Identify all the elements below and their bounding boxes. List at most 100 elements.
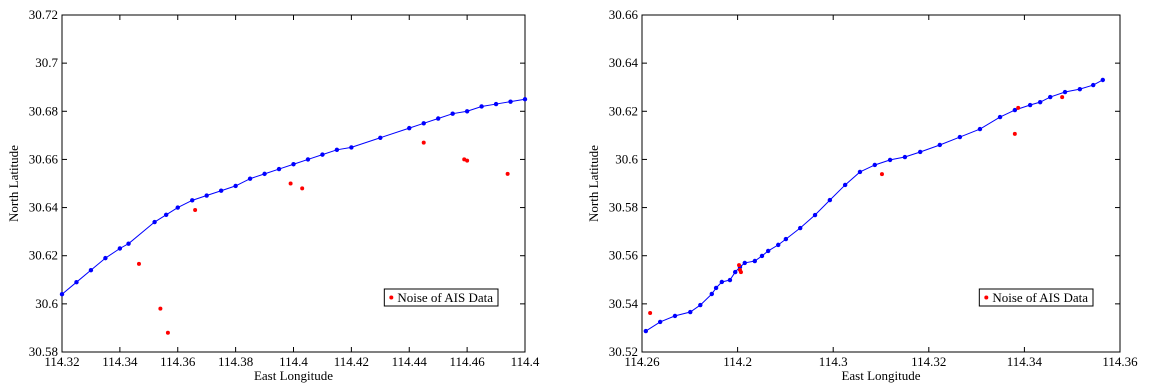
track-point <box>522 97 528 102</box>
track-point <box>812 212 818 218</box>
track-point <box>126 241 131 246</box>
y-axis-label: North Latitude <box>6 145 21 222</box>
track-point <box>698 302 703 308</box>
track-point <box>917 149 923 155</box>
track-point <box>1062 89 1068 95</box>
track-point <box>672 313 678 319</box>
plot: 114.26 114.2 114.3 114.32 114.34 114.36 30.52 3… <box>586 7 1138 383</box>
noise-point <box>465 158 470 163</box>
noise-point <box>648 311 653 316</box>
track-point <box>74 279 79 285</box>
y-tick-label: 30.64 <box>609 55 639 70</box>
track-point <box>305 157 311 162</box>
legend: Noise of AIS Data <box>383 288 499 307</box>
track-point <box>320 152 325 157</box>
y-tick-label: 30.62 <box>609 103 638 118</box>
track-point <box>508 99 513 104</box>
track-point <box>103 255 108 261</box>
y-tick-label: 30.72 <box>29 7 58 22</box>
track-point <box>759 253 765 259</box>
track-point <box>857 169 863 175</box>
track-point <box>798 225 803 231</box>
y-tick-label: 30.58 <box>29 344 58 359</box>
noise-point <box>737 263 742 268</box>
track-point <box>464 109 470 114</box>
track-point <box>688 309 693 315</box>
track-point <box>291 162 296 167</box>
x-tick-label: 114.2 <box>723 354 752 369</box>
noise-point <box>158 306 163 311</box>
x-tick-label: 114.32 <box>911 354 946 369</box>
track-point <box>59 292 65 297</box>
track-point <box>334 147 340 152</box>
track-point <box>783 236 789 242</box>
track-point <box>204 193 209 198</box>
noise-point <box>738 270 743 275</box>
legend-box <box>978 288 1094 307</box>
track-point <box>1037 99 1043 105</box>
track-point <box>733 269 738 275</box>
noise-point <box>165 330 170 335</box>
y-tick-label: 30.52 <box>609 344 638 359</box>
x-tick-label: 114.34 <box>102 354 138 369</box>
legend-box <box>383 288 499 307</box>
noise-point <box>421 140 426 145</box>
track-point <box>262 171 267 177</box>
y-tick-label: 30.62 <box>29 248 58 263</box>
track-point <box>233 183 238 189</box>
y-axis-label: North Latitude <box>586 145 601 222</box>
noise-point <box>879 172 884 177</box>
track-point <box>421 121 426 126</box>
track-point <box>887 157 893 163</box>
track-point <box>378 135 383 140</box>
noise-point <box>1012 131 1017 136</box>
y-tick-label: 30.56 <box>609 248 639 263</box>
x-tick-label: 114.34 <box>1007 354 1043 369</box>
track-point <box>117 246 123 251</box>
track-point <box>842 182 848 188</box>
track-point <box>937 142 942 148</box>
noise-point <box>1016 105 1021 110</box>
noise-point <box>1060 95 1065 100</box>
track-point <box>1048 94 1053 100</box>
y-tick-label: 30.6 <box>615 151 638 166</box>
track-point <box>435 116 441 121</box>
x-tick-label: 114.32 <box>44 354 79 369</box>
track-point <box>752 258 758 264</box>
y-tick-label: 30.58 <box>609 200 638 215</box>
track-point <box>190 198 195 203</box>
y-tick-label: 30.6 <box>35 296 58 311</box>
track-point <box>872 162 877 168</box>
track-point <box>1100 77 1105 83</box>
noise-point <box>505 171 510 176</box>
track-point <box>175 205 180 210</box>
track-point <box>742 260 747 266</box>
track-point <box>152 219 157 225</box>
track-point <box>957 134 963 140</box>
track-point <box>450 111 455 116</box>
track-point <box>709 291 714 297</box>
plot: 114.32 114.34 114.36 114.38 114.4 114.42 114.4… <box>6 7 540 383</box>
x-tick-label: 114.36 <box>160 354 196 369</box>
legend-marker <box>389 295 394 300</box>
track-point <box>1027 102 1033 108</box>
x-tick-label: 114.3 <box>819 354 848 369</box>
x-tick-label: 114.26 <box>624 354 660 369</box>
track-point <box>713 285 719 291</box>
track-point <box>349 145 354 150</box>
legend-label: Noise of AIS Data <box>992 290 1088 305</box>
track-point <box>1012 107 1018 113</box>
track-point <box>247 176 253 181</box>
x-axis-label: East Longitude <box>841 368 920 383</box>
y-tick-label: 30.7 <box>35 55 58 70</box>
y-tick-label: 30.64 <box>29 200 59 215</box>
track-point <box>218 188 224 193</box>
track-point <box>776 242 781 248</box>
track-point <box>163 212 169 217</box>
x-axis-label: East Longitude <box>254 368 333 383</box>
track-point <box>727 277 733 283</box>
track-point <box>997 114 1003 120</box>
track-point <box>719 279 725 285</box>
track-point <box>1077 86 1083 92</box>
x-tick-label: 114.4 <box>511 354 540 369</box>
